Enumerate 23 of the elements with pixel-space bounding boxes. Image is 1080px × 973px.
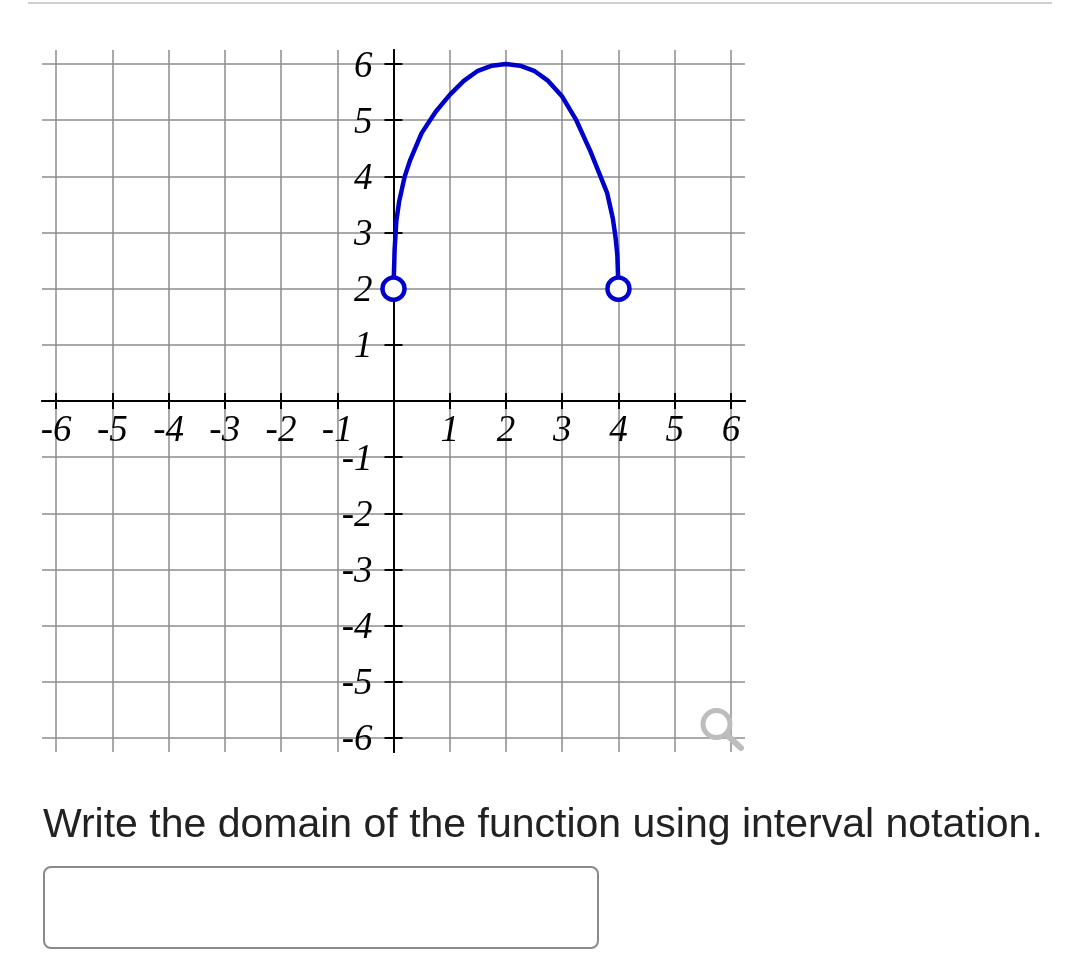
x-tick-label: 2: [496, 408, 516, 449]
y-tick-label: 3: [353, 212, 373, 254]
x-tick-label: 6: [721, 408, 741, 449]
x-tick-label: 3: [551, 408, 572, 449]
y-tick-label: -6: [341, 717, 373, 759]
x-tick-label: -5: [96, 408, 128, 449]
text: Write the domain of the function using interval notation.: [43, 800, 1043, 846]
y-tick-label: 5: [354, 99, 373, 141]
x-tick-label: -3: [209, 408, 241, 449]
y-tick-label: -3: [341, 548, 373, 590]
y-tick-label: 1: [354, 324, 373, 366]
x-tick-label: 1: [440, 408, 459, 449]
y-tick-label: 6: [354, 43, 373, 85]
y-tick-label: 4: [354, 155, 373, 197]
x-tick-label: 4: [609, 408, 628, 449]
x-tick-label: -2: [265, 408, 297, 449]
x-tick-label: -6: [40, 408, 72, 449]
y-tick-label: -5: [341, 661, 373, 703]
y-tick-label: 2: [354, 268, 373, 310]
x-tick-label: 5: [665, 408, 684, 449]
x-tick-label: -4: [153, 408, 184, 449]
y-tick-label: -2: [341, 492, 373, 534]
y-tick-label: -4: [341, 605, 373, 647]
